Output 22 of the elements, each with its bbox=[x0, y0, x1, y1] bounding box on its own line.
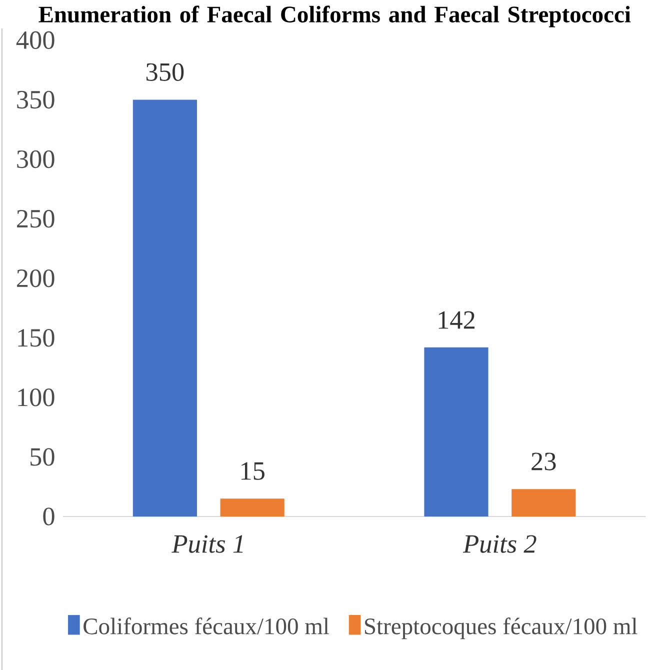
bar bbox=[132, 100, 198, 516]
y-tick-label: 250 bbox=[17, 210, 54, 228]
y-tick-label: 150 bbox=[18, 329, 54, 347]
y-tick-label: 100 bbox=[18, 388, 54, 406]
bar bbox=[512, 489, 576, 516]
data-label: 142 bbox=[438, 311, 475, 329]
y-tick-label: 200 bbox=[17, 269, 54, 288]
data-label: 350 bbox=[146, 63, 184, 81]
y-tick-label: 300 bbox=[17, 150, 54, 168]
legend-label: Coliformes fécaux/100 ml bbox=[84, 618, 330, 634]
legend-label: Streptocoques fécaux/100 ml bbox=[365, 618, 638, 640]
bar bbox=[424, 347, 488, 516]
y-tick-label: 0 bbox=[43, 508, 54, 526]
y-tick-label: 350 bbox=[17, 90, 54, 109]
y-tick-label: 400 bbox=[16, 31, 54, 50]
y-tick-label: 50 bbox=[30, 448, 54, 466]
x-tick-label: Puits 1 bbox=[172, 535, 243, 553]
data-label: 23 bbox=[532, 452, 556, 470]
data-label: 15 bbox=[242, 462, 265, 480]
x-tick-label: Puits 2 bbox=[463, 535, 536, 553]
chart-title: Enumeration of Faecal Coliforms and Faecal Streptococci bbox=[38, 6, 631, 28]
bar bbox=[220, 498, 284, 516]
